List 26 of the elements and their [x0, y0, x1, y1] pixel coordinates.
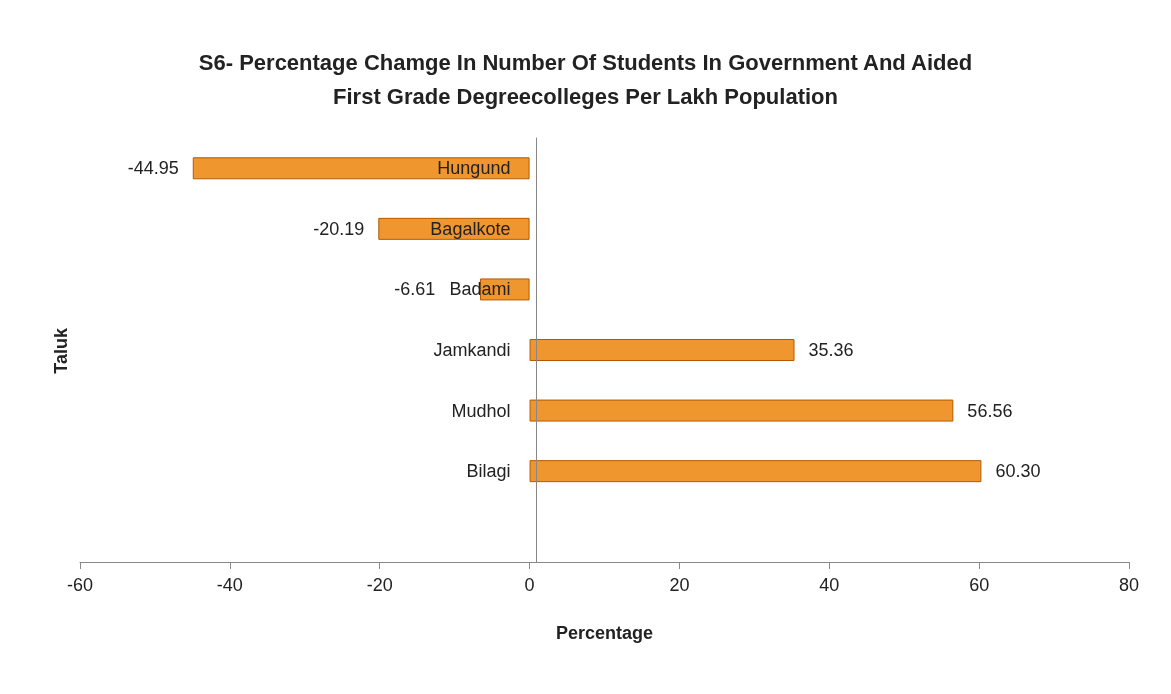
y-tick-label: Jamkandi [433, 340, 511, 360]
y-tick-label: Hungund [437, 158, 511, 179]
x-tick-label: 0 [524, 575, 535, 595]
x-tick-label: 20 [669, 575, 690, 595]
bar [529, 460, 982, 483]
data-label: -20.19 [313, 218, 365, 239]
chart-title: S6- Percentage Chamge In Number Of Students In Government And Aided First Grade Degreecolleges Per Lakh Population [198, 49, 973, 109]
x-tick-label: 60 [969, 575, 990, 595]
x-tick-label: 80 [1118, 575, 1140, 595]
x-axis-title: Percentage [555, 623, 654, 643]
bar [529, 399, 954, 422]
data-label: -44.95 [127, 158, 179, 179]
data-label: 60.30 [995, 461, 1041, 482]
y-tick-label: Mudhol [451, 400, 511, 421]
y-tick-label: Bagalkote [430, 218, 511, 239]
x-tick-label: 40 [819, 575, 840, 595]
bar [529, 339, 795, 361]
x-tick-label: -40 [216, 575, 243, 595]
data-label: 35.36 [808, 340, 854, 360]
data-label: -6.61 [394, 279, 436, 300]
data-label: 56.56 [967, 400, 1013, 421]
y-tick-label: Bilagi [466, 461, 511, 482]
y-axis-title: Taluk [51, 327, 71, 374]
x-tick-label: -20 [366, 575, 393, 595]
x-tick-label: -60 [66, 575, 94, 595]
bar [192, 157, 530, 180]
